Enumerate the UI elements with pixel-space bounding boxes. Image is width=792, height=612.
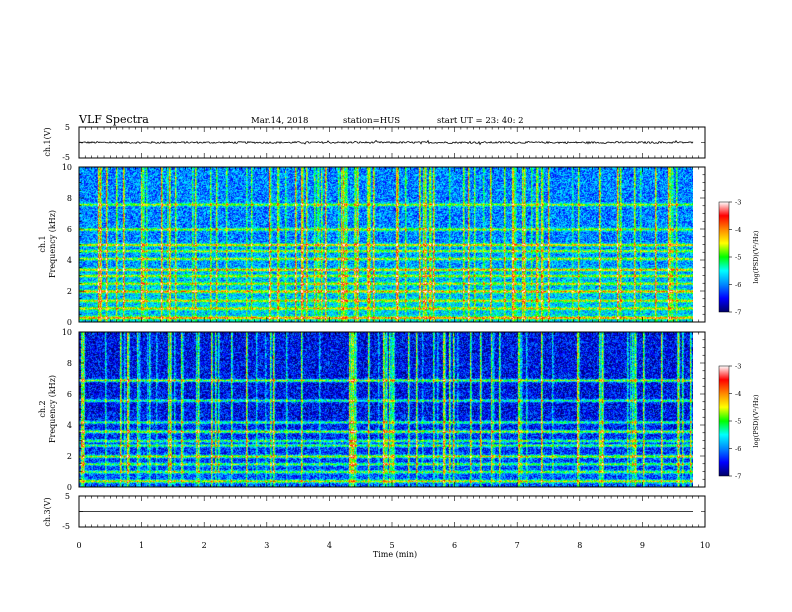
colorbar-ch2-ticks: -3 -4 -5 -6 -7 — [729, 363, 741, 481]
spectrogram-ch1-ylabel-frequency: Frequency (kHz) — [48, 210, 57, 278]
spectrogram-panel-ch2: 0 2 4 6 8 10 ch.2 Frequency (kHz) — [38, 328, 706, 492]
colorbar-tick-label: -5 — [735, 254, 741, 262]
waveform-panel-ch3: 5 -5 ch.3(V) — [43, 492, 706, 531]
colorbar-ch2-label: log(PSD)(V²/Hz) — [752, 394, 760, 447]
waveform-ch3-ytick-top: 5 — [65, 492, 70, 501]
time-tick-label: 3 — [264, 541, 269, 550]
waveform-ch1-ytick-bottom: -5 — [62, 153, 70, 162]
spectrogram-ch1-ylabel-channel: ch.1 — [38, 235, 47, 252]
time-axis: 0 1 2 3 4 5 6 7 8 9 10 — [76, 127, 710, 550]
waveform-ch3-ytick-bottom: -5 — [62, 522, 70, 531]
colorbar-ch2: -3 -4 -5 -6 -7 log(PSD)(V²/Hz) — [718, 363, 760, 481]
waveform-ch1-series — [78, 139, 694, 146]
colorbar-tick-label: -4 — [735, 390, 741, 398]
frequency-tick-label: 2 — [67, 452, 72, 461]
waveform-ch1-ylabel: ch.1(V) — [43, 127, 52, 156]
frequency-tick-label: 0 — [67, 318, 72, 327]
waveform-panel-ch1: 5 -5 ch.1(V) — [43, 123, 706, 162]
colorbar-ch1-gradient — [718, 201, 730, 313]
time-tick-label: 8 — [577, 541, 582, 550]
frequency-tick-label: 6 — [67, 390, 72, 399]
colorbar-ch1-label: log(PSD)(V²/Hz) — [752, 230, 760, 283]
frequency-tick-label: 4 — [67, 256, 72, 265]
colorbar-tick-label: -7 — [735, 309, 741, 317]
frequency-tick-label: 10 — [62, 328, 72, 337]
colorbar-tick-label: -3 — [735, 363, 741, 371]
colorbar-tick-label: -3 — [735, 199, 741, 207]
spectrogram-ch2-ylabel-frequency: Frequency (kHz) — [48, 375, 57, 443]
figure-title: VLF Spectra — [78, 113, 149, 126]
time-axis-label: Time (min) — [373, 550, 417, 559]
waveform-ch3-ylabel: ch.3(V) — [43, 497, 52, 526]
colorbar-tick-label: -6 — [735, 445, 741, 453]
time-tick-label: 6 — [452, 541, 457, 550]
frequency-tick-label: 4 — [67, 421, 72, 430]
time-tick-label: 10 — [700, 541, 710, 550]
colorbar-ch2-gradient — [718, 365, 730, 477]
header-date: Mar.14, 2018 — [251, 116, 308, 126]
spectrogram-ch1-image — [79, 167, 693, 322]
colorbar-tick-label: -7 — [735, 473, 741, 481]
colorbar-tick-label: -6 — [735, 281, 741, 289]
colorbar-ch1-ticks: -3 -4 -5 -6 -7 — [729, 199, 741, 317]
time-tick-label: 9 — [640, 541, 645, 550]
spectrogram-panel-ch1: 0 2 4 6 8 10 ch.1 Frequency (kHz) — [38, 163, 706, 327]
time-tick-label: 7 — [515, 541, 520, 550]
time-tick-label: 0 — [76, 541, 81, 550]
frequency-tick-label: 10 — [62, 163, 72, 172]
waveform-ch1-ytick-top: 5 — [65, 123, 70, 132]
time-tick-label: 5 — [389, 541, 394, 550]
spectrogram-ch1-yticks: 0 2 4 6 8 10 — [62, 163, 705, 327]
colorbar-tick-label: -5 — [735, 418, 741, 426]
spectrogram-ch2-ylabel-channel: ch.2 — [38, 400, 47, 417]
colorbar-tick-label: -4 — [735, 226, 741, 234]
frequency-tick-label: 2 — [67, 287, 72, 296]
frequency-tick-label: 0 — [67, 483, 72, 492]
colorbar-ch1: -3 -4 -5 -6 -7 log(PSD)(V²/Hz) — [718, 199, 760, 317]
spectrogram-ch2-image — [79, 332, 693, 487]
time-tick-label: 2 — [202, 541, 207, 550]
time-tick-label: 1 — [139, 541, 144, 550]
spectrogram-ch2-yticks: 0 2 4 6 8 10 — [62, 328, 705, 492]
time-tick-label: 4 — [327, 541, 332, 550]
frequency-tick-label: 8 — [67, 359, 72, 368]
frequency-tick-label: 8 — [67, 194, 72, 203]
frequency-tick-label: 6 — [67, 225, 72, 234]
header-start-time: start UT = 23: 40: 2 — [437, 116, 524, 126]
header-station: station=HUS — [343, 116, 400, 126]
